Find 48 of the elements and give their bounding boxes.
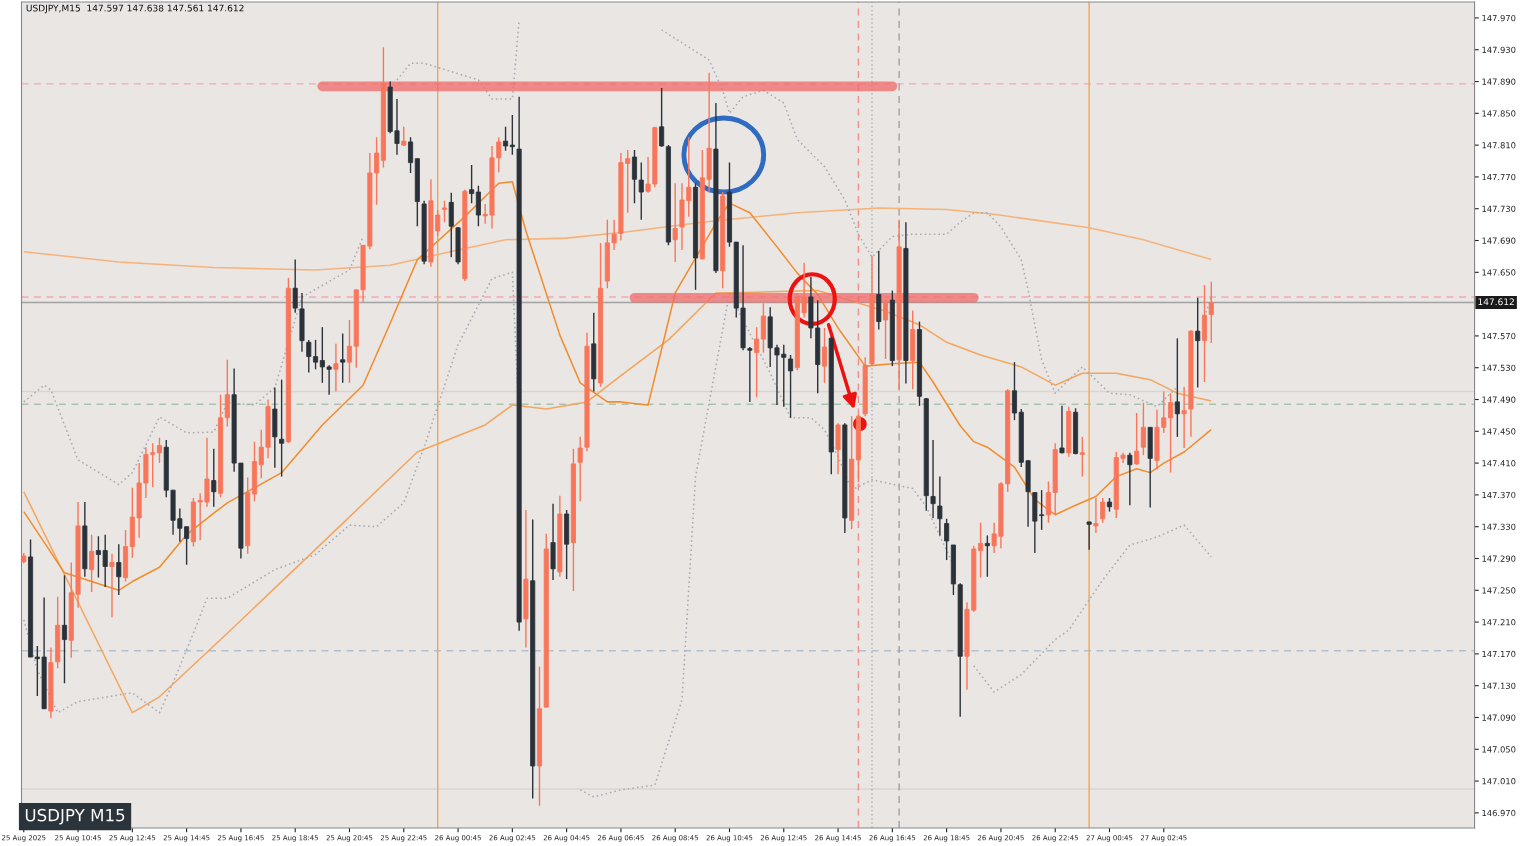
candlestick bbox=[672, 182, 678, 263]
y-tick-label: 147.930 bbox=[1482, 46, 1516, 54]
y-tick-label: 147.890 bbox=[1482, 78, 1516, 85]
y-tick-label: 147.490 bbox=[1482, 396, 1516, 403]
candlestick bbox=[401, 126, 407, 147]
y-tick-label: 147.250 bbox=[1482, 587, 1516, 594]
y-tick-label: 147.450 bbox=[1482, 428, 1516, 435]
candlestick bbox=[116, 543, 122, 596]
candlestick bbox=[441, 200, 448, 223]
candlestick bbox=[1079, 436, 1085, 478]
candlestick bbox=[1147, 426, 1153, 509]
y-tick-label: 147.730 bbox=[1482, 205, 1516, 212]
y-tick-label: 147.570 bbox=[1482, 332, 1516, 340]
y-tick-label: 147.530 bbox=[1482, 364, 1516, 371]
y-tick-label: 147.650 bbox=[1482, 269, 1516, 276]
y-tick-label: 147.770 bbox=[1482, 173, 1516, 181]
y-tick-label: 147.130 bbox=[1482, 682, 1516, 689]
candlestick bbox=[1086, 521, 1092, 551]
y-tick-label: 147.690 bbox=[1482, 237, 1516, 244]
line-series bbox=[23, 207, 1213, 271]
y-tick-label: 147.850 bbox=[1482, 110, 1516, 117]
candlestick bbox=[591, 312, 597, 393]
ref-line-label: 147.612 bbox=[1478, 298, 1514, 306]
candlestick bbox=[211, 448, 217, 508]
line-series bbox=[23, 289, 1213, 714]
y-tick-label: 147.210 bbox=[1482, 619, 1516, 626]
candlestick bbox=[509, 114, 515, 156]
candlestick bbox=[862, 356, 868, 417]
line-series bbox=[23, 180, 1213, 592]
y-tick-label: 147.290 bbox=[1482, 555, 1516, 562]
y-tick-label: 147.970 bbox=[1482, 14, 1516, 22]
y-tick-label: 147.090 bbox=[1482, 714, 1516, 721]
candlestick bbox=[503, 126, 509, 152]
y-tick-label: 147.050 bbox=[1482, 746, 1516, 753]
y-tick-label: 146.970 bbox=[1482, 809, 1516, 817]
chart-title: USDJPY,M15 147.597 147.638 147.561 147.612 bbox=[26, 4, 244, 14]
y-tick-label: 147.170 bbox=[1482, 650, 1516, 658]
annotation: USDJPY M15 bbox=[25, 808, 125, 825]
y-tick-label: 147.370 bbox=[1482, 491, 1516, 499]
y-tick-label: 147.410 bbox=[1482, 460, 1516, 467]
y-tick-label: 147.810 bbox=[1482, 142, 1516, 149]
candlestick bbox=[340, 332, 346, 384]
candlestick bbox=[876, 250, 882, 331]
y-tick-label: 147.010 bbox=[1482, 778, 1516, 785]
candlestick bbox=[1093, 497, 1099, 534]
candlestick bbox=[1066, 405, 1072, 458]
y-tick-label: 147.330 bbox=[1482, 523, 1516, 530]
candlestick bbox=[747, 346, 753, 403]
